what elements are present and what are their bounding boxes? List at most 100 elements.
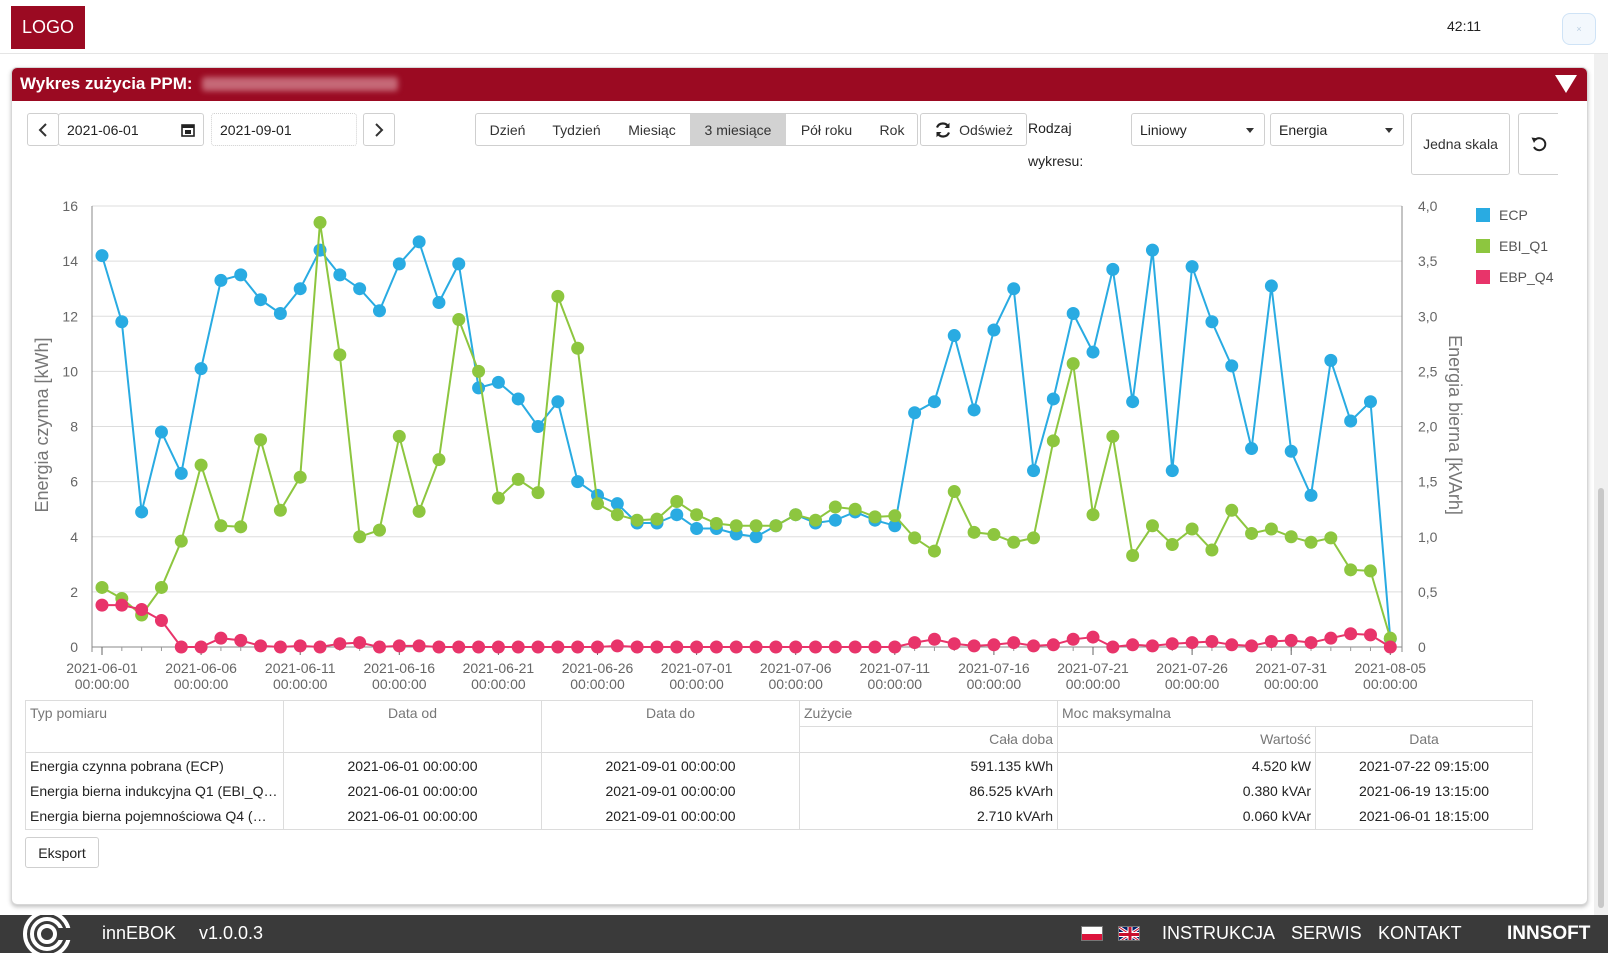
x-tick-label: 2021-06-11: [265, 660, 336, 676]
table-row[interactable]: Energia bierna indukcyjna Q1 (EBI_Q… 202…: [25, 778, 1534, 804]
header-to[interactable]: Data do: [541, 700, 800, 753]
x-tick-label: 2021-06-06: [165, 660, 237, 676]
flag-pl-icon[interactable]: [1081, 926, 1103, 941]
footer-version: v1.0.0.3: [199, 923, 264, 943]
range-half-year-button[interactable]: Pół roku: [786, 113, 868, 146]
prev-period-button[interactable]: [27, 113, 59, 146]
data-point-ebi-q1: [888, 509, 902, 523]
date-to-value: 2021-09-01: [220, 121, 292, 138]
data-point-ecp: [749, 530, 763, 544]
data-point-ebp-q4: [987, 638, 1001, 652]
triangle-down-icon[interactable]: [1555, 75, 1577, 93]
data-point-ecp: [1344, 414, 1358, 428]
data-point-ebi-q1: [412, 504, 426, 518]
data-point-ecp: [135, 505, 149, 519]
date-from-input[interactable]: 2021-06-01: [58, 113, 204, 146]
row-to: 2021-09-01 00:00:00: [541, 778, 800, 804]
footer-link-instrukcja[interactable]: INSTRUKCJA: [1162, 923, 1276, 943]
data-point-ebp-q4: [392, 639, 406, 653]
chart-kind-select[interactable]: Liniowy: [1131, 113, 1265, 146]
export-button[interactable]: Eksport: [25, 837, 99, 868]
vendor-logo: INNSOFT: [1507, 923, 1591, 944]
y2-axis-title: Energia bierna [kVArh]: [1445, 335, 1465, 515]
data-point-ebi-q1: [809, 513, 823, 527]
header-max-value[interactable]: Wartość: [1057, 726, 1316, 753]
data-point-ecp: [372, 304, 386, 318]
row-from: 2021-06-01 00:00:00: [283, 752, 542, 778]
table-row[interactable]: Energia bierna pojemnościowa Q4 (… 2021-…: [25, 803, 1534, 830]
header-max-date[interactable]: Data: [1314, 726, 1534, 753]
data-point-ebi-q1: [690, 508, 704, 522]
data-point-ebp-q4: [154, 614, 168, 628]
x-tick-label: 2021-07-26: [1156, 660, 1228, 676]
x-tick-time-label: 00:00:00: [1165, 676, 1220, 692]
header-usage-all-day[interactable]: Cała doba: [799, 726, 1058, 753]
row-max-date: 2021-06-19 13:15:00: [1314, 778, 1534, 804]
header-from[interactable]: Data od: [283, 700, 542, 753]
x-tick-label: 2021-07-06: [760, 660, 832, 676]
y-tick-label: 10: [62, 363, 78, 379]
footer-link-kontakt[interactable]: KONTAKT: [1378, 923, 1462, 943]
y-tick-label: 0: [70, 639, 78, 655]
data-point-ebp-q4: [1046, 638, 1060, 652]
data-point-ecp: [967, 403, 981, 417]
data-point-ebp-q4: [214, 631, 228, 645]
x-tick-label: 2021-06-16: [363, 660, 435, 676]
chart-kind-label-2: wykresu:: [1028, 153, 1084, 169]
table-header-row: Typ pomiaru Data od Data do Zużycie Moc …: [25, 700, 1534, 753]
panel-header[interactable]: Wykres zużycia PPM:: [12, 68, 1587, 101]
scrollbar-thumb[interactable]: [1598, 488, 1604, 908]
data-point-ecp: [273, 306, 287, 320]
reset-zoom-button[interactable]: [1518, 113, 1558, 175]
header-usage: Zużycie: [799, 700, 1058, 727]
data-point-ebi-q1: [630, 513, 644, 527]
data-point-ebp-q4: [1324, 631, 1338, 645]
single-scale-button[interactable]: Jedna skala: [1411, 113, 1510, 175]
undo-icon: [1531, 137, 1546, 152]
x-tick-time-label: 00:00:00: [570, 676, 625, 692]
data-point-ecp: [1165, 464, 1179, 478]
footer: innEBOK v1.0.0.3 INSTRUKCJA SERWIS KONTA…: [0, 915, 1608, 953]
data-point-ebi-q1: [670, 494, 684, 508]
legend-item-ecp[interactable]: ECP: [1476, 207, 1528, 223]
range-week-button[interactable]: Tydzień: [539, 113, 615, 146]
data-point-ebi-q1: [511, 472, 525, 486]
data-point-ecp: [1225, 359, 1239, 373]
legend-item-ebi-q1[interactable]: EBI_Q1: [1476, 238, 1548, 254]
table-row[interactable]: Energia czynna pobrana (ECP) 2021-06-01 …: [25, 752, 1534, 778]
logo[interactable]: LOGO: [11, 6, 85, 49]
data-point-ebi-q1: [789, 508, 803, 522]
footer-link-serwis[interactable]: SERWIS: [1291, 923, 1362, 943]
data-point-ecp: [1284, 444, 1298, 458]
data-point-ebi-q1: [927, 544, 941, 558]
row-from: 2021-06-01 00:00:00: [283, 803, 542, 830]
range-day-button[interactable]: Dzień: [475, 113, 540, 146]
data-point-ebi-q1: [729, 519, 743, 533]
measure-select[interactable]: Energia: [1270, 113, 1404, 146]
page-scrollbar[interactable]: [1594, 54, 1608, 915]
chart-kind-label: Rodzaj: [1028, 120, 1072, 136]
data-point-ecp: [115, 315, 129, 329]
date-to-input[interactable]: 2021-09-01: [211, 113, 357, 146]
data-point-ebi-q1: [551, 289, 565, 303]
data-point-ecp: [1363, 395, 1377, 409]
range-year-button[interactable]: Rok: [867, 113, 918, 146]
data-point-ebi-q1: [1205, 543, 1219, 557]
data-point-ecp: [888, 519, 902, 533]
range-month-button[interactable]: Miesiąc: [614, 113, 691, 146]
calendar-icon[interactable]: [181, 123, 195, 137]
flag-uk-icon[interactable]: [1118, 926, 1140, 941]
user-menu-button[interactable]: ×: [1562, 13, 1596, 45]
x-tick-time-label: 00:00:00: [75, 676, 130, 692]
data-point-ebp-q4: [769, 640, 783, 654]
data-point-ebi-q1: [273, 503, 287, 517]
refresh-button[interactable]: Odśwież: [920, 113, 1027, 146]
legend-item-ebp-q4[interactable]: EBP_Q4: [1476, 269, 1553, 285]
data-point-ebi-q1: [828, 500, 842, 514]
next-period-button[interactable]: [363, 113, 395, 146]
row-type: Energia bierna indukcyjna Q1 (EBI_Q…: [25, 778, 284, 804]
x-tick-label: 2021-07-16: [958, 660, 1030, 676]
y2-tick-label: 1,5: [1418, 474, 1438, 490]
measure-value: Energia: [1279, 121, 1328, 138]
header-type[interactable]: Typ pomiaru: [25, 700, 284, 753]
